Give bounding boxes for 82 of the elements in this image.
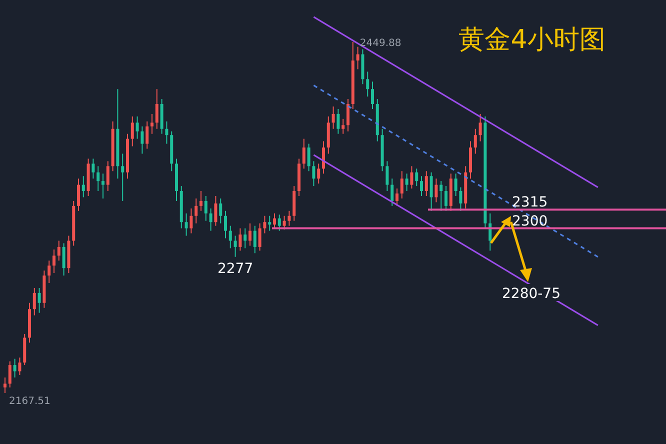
candlestick: [346, 98, 350, 132]
candlestick: [238, 228, 242, 252]
candlestick: [96, 166, 100, 192]
candlestick: [410, 166, 414, 190]
candlestick: [200, 190, 202, 212]
candlestick: [307, 143, 310, 172]
candlestick: [184, 212, 188, 236]
text: 2167.51: [9, 396, 50, 407]
candlestick: [52, 248, 56, 274]
candlestick: [390, 178, 394, 206]
candlestick: [13, 358, 16, 378]
candlestick: [106, 160, 110, 192]
candlestick: [273, 212, 276, 229]
candlestick: [371, 81, 374, 110]
candlestick: [150, 113, 154, 134]
annotation: 2449.88: [360, 38, 402, 49]
candlestick: [459, 186, 462, 212]
candlestick: [454, 173, 458, 196]
candlestick: [146, 120, 149, 150]
candlestick: [8, 360, 12, 388]
candlestick: [263, 215, 266, 234]
candlestick: [194, 198, 198, 224]
candlestick: [136, 116, 139, 140]
candlestick: [386, 160, 389, 192]
candlestick: [214, 195, 218, 226]
annotation: 2277: [217, 260, 254, 277]
candlestick: [234, 235, 237, 258]
candlestick: [444, 186, 448, 212]
candlestick: [424, 170, 428, 196]
candlestick: [474, 128, 477, 154]
ref-line-label: 2315: [512, 194, 548, 211]
candlestick: [440, 180, 443, 212]
candlestick: [224, 210, 227, 239]
candlestick: [165, 120, 168, 144]
candlestick: [312, 160, 316, 187]
candlestick: [102, 173, 104, 199]
candlestick: [62, 242, 66, 276]
candlestick: [38, 287, 41, 314]
candlestick: [282, 215, 286, 230]
candlestick: [4, 376, 6, 394]
candlestick: [336, 108, 340, 134]
candlestick: [130, 116, 134, 147]
chart-title: 黄金4小时图: [458, 25, 606, 55]
candlestick: [77, 178, 80, 212]
candlestick: [258, 222, 262, 252]
candlestick: [317, 163, 320, 184]
candlestick: [32, 287, 36, 316]
candlestick: [82, 176, 85, 198]
candlestick: [430, 172, 433, 212]
ref-line-label: 2300: [512, 213, 548, 230]
candlestick: [140, 126, 144, 154]
candlestick: [478, 113, 482, 142]
candlestick: [405, 173, 408, 192]
candlestick: [18, 357, 22, 376]
candlestick: [244, 228, 247, 249]
candlestick: [253, 225, 256, 254]
candlestick: [396, 188, 398, 206]
annotation: 2280-75: [502, 286, 560, 302]
candlestick: [415, 168, 418, 187]
candlestick: [121, 153, 124, 202]
candlestick: [48, 260, 51, 284]
candlestick: [288, 210, 291, 226]
candlestick: [332, 106, 335, 130]
candlestick: [248, 222, 252, 246]
candlestick: [302, 138, 306, 170]
candlestick: [204, 195, 208, 222]
candlestick: [420, 176, 423, 196]
candlestick: [322, 140, 325, 174]
candlestick: [92, 158, 95, 180]
candlestick: [209, 208, 212, 232]
candlestick: [434, 178, 438, 203]
candlestick: [219, 198, 222, 224]
candlestick: [400, 170, 404, 199]
candlestick: [190, 208, 193, 234]
candlestick: [228, 225, 232, 249]
candlestick: [268, 215, 272, 232]
candlestick: [57, 240, 60, 262]
candlestick: [278, 214, 281, 232]
candlestick: [366, 71, 370, 98]
candlestick: [155, 88, 158, 130]
candlestick: [342, 118, 345, 134]
candlestick: [356, 46, 360, 70]
